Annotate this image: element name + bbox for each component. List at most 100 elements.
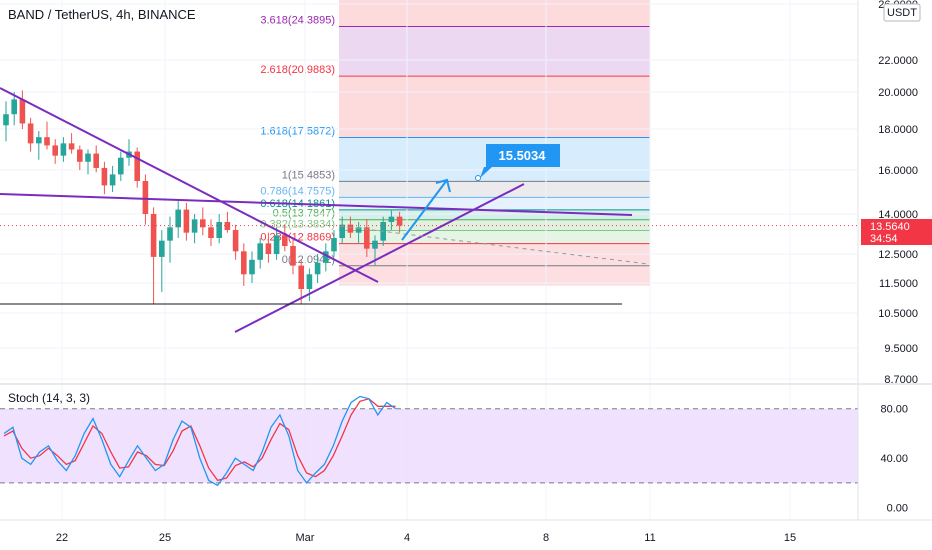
candle-body	[208, 227, 214, 238]
candle-body	[323, 251, 329, 263]
price-tick-label: 16.0000	[878, 165, 918, 177]
indicator-axis: 80.00 40.00 0.00	[880, 404, 908, 515]
fib-level-label: 0.382(13.3834)	[260, 218, 335, 230]
price-tick-label: 12.5000	[878, 249, 918, 261]
candle-body	[183, 209, 190, 233]
candle-body	[36, 137, 42, 144]
fib-zone	[339, 197, 650, 210]
fib-zone	[339, 230, 650, 244]
fib-zone	[339, 209, 650, 220]
candle-body	[27, 123, 34, 144]
candle-body	[241, 251, 247, 275]
fib-zone	[339, 243, 650, 266]
target-arrow-head	[435, 178, 451, 193]
candle-body	[60, 143, 67, 156]
candle-body	[167, 227, 173, 241]
stoch-k-line	[3, 395, 396, 487]
price-tick-label: 18.0000	[878, 124, 918, 136]
candle-body	[314, 262, 321, 275]
candle-body	[118, 157, 124, 175]
price-tick-label: 9.5000	[884, 343, 918, 355]
candle-body	[257, 243, 263, 260]
last-price-value: 13.5640	[870, 221, 910, 233]
candle-body	[273, 235, 280, 254]
stoch-band-fill	[0, 408, 858, 483]
currency-label: USDT	[887, 7, 917, 19]
descending-trendline[interactable]	[0, 87, 379, 283]
candle-body	[175, 209, 181, 228]
candle-body	[191, 219, 198, 233]
fib-zone	[339, 181, 650, 198]
ascending-trendline[interactable]	[234, 183, 525, 333]
time-tick-label: 25	[159, 532, 171, 544]
target-callout-value: 15.5034	[499, 148, 547, 163]
candle-body	[355, 227, 362, 233]
fib-level-label: 1.618(17.5872)	[260, 125, 335, 137]
stoch-d-line	[3, 398, 396, 482]
candle-body	[372, 240, 378, 249]
resistance-trendline[interactable]	[0, 193, 633, 216]
last-price-badge	[861, 219, 932, 245]
time-tick-label: 22	[56, 532, 68, 544]
candlestick-series	[3, 90, 403, 304]
projection-dashed-line[interactable]	[339, 225, 649, 265]
price-tick-label: 10.5000	[878, 308, 918, 320]
indicator-title: Stoch (14, 3, 3)	[8, 391, 90, 405]
candle-body	[290, 246, 296, 266]
candle-body	[298, 265, 304, 289]
candle-body	[93, 153, 99, 168]
target-anchor-point[interactable]	[475, 175, 481, 181]
candle-body	[85, 153, 91, 162]
candle-body	[265, 243, 272, 254]
fib-zone	[339, 265, 650, 286]
currency-badge[interactable]	[883, 3, 921, 22]
time-tick-label: 11	[644, 532, 655, 544]
trendline-drawings[interactable]	[0, 87, 858, 333]
time-tick-label: Mar	[296, 532, 315, 544]
candle-body	[339, 224, 345, 238]
candle-body	[364, 227, 370, 249]
stoch-tick-label: 80.00	[880, 404, 908, 416]
candle-body	[306, 274, 313, 289]
candle-body	[224, 222, 231, 230]
price-axis[interactable]: 26.000022.000020.000018.000016.000014.00…	[878, 0, 918, 386]
candle-body	[142, 181, 149, 214]
candle-body	[68, 143, 75, 150]
candle-body	[19, 99, 26, 124]
symbol-title: BAND / TetherUS, 4h, BINANCE	[8, 7, 196, 22]
candle-body	[249, 259, 255, 275]
price-tick-label: 14.0000	[878, 209, 918, 221]
candle-body	[109, 174, 116, 186]
target-arrow-shaft[interactable]	[401, 179, 448, 241]
fib-level-label: 0.786(14.7575)	[260, 185, 335, 197]
bar-countdown: 34:54	[870, 233, 898, 245]
candle-body	[331, 238, 337, 252]
stochastic-pane[interactable]	[0, 395, 858, 487]
candle-body	[216, 222, 222, 238]
time-tick-label: 4	[404, 532, 410, 544]
stoch-tick-label: 0.00	[887, 503, 908, 515]
candle-body	[388, 216, 395, 222]
candle-body	[282, 235, 288, 246]
candle-body	[3, 114, 9, 126]
candle-body	[159, 240, 165, 257]
time-axis[interactable]: 22 25 Mar 4 8 11 15	[56, 532, 796, 544]
candle-body	[101, 167, 108, 186]
candle-body	[77, 149, 83, 162]
stoch-tick-label: 40.00	[880, 453, 908, 465]
target-callout-bubble	[480, 144, 560, 178]
candle-body	[396, 216, 403, 226]
candle-body	[150, 214, 157, 257]
time-tick-label: 15	[784, 532, 796, 544]
fib-zone	[339, 76, 650, 138]
fib-zone	[339, 26, 650, 77]
fibonacci-extension[interactable]: 3.618(24.3895) 2.618(20.9883) 1.618(17.587…	[260, 0, 650, 286]
price-tick-label: 8.7000	[884, 374, 918, 386]
price-tick-label: 11.5000	[879, 278, 918, 290]
target-callout[interactable]: 15.5034	[475, 144, 561, 181]
candle-body	[200, 219, 206, 228]
fib-level-label: 1(15.4853)	[282, 169, 335, 181]
candle-body	[52, 145, 58, 156]
time-tick-label: 8	[543, 532, 549, 544]
